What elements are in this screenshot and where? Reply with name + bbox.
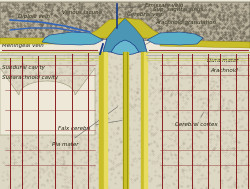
Polygon shape bbox=[103, 18, 147, 52]
Polygon shape bbox=[42, 32, 103, 45]
Polygon shape bbox=[147, 32, 203, 45]
Bar bbox=[123, 52, 128, 189]
Text: Sup. sagittal sinus: Sup. sagittal sinus bbox=[145, 7, 204, 30]
Text: Falx cerebri: Falx cerebri bbox=[58, 120, 122, 130]
Bar bbox=[141, 52, 146, 189]
Text: Arachnoid granulation: Arachnoid granulation bbox=[142, 20, 216, 47]
Polygon shape bbox=[160, 40, 250, 48]
Polygon shape bbox=[0, 68, 95, 135]
Bar bbox=[104, 52, 107, 189]
Text: Pia mater: Pia mater bbox=[52, 107, 118, 147]
Bar bbox=[144, 52, 147, 189]
Bar bbox=[99, 52, 104, 189]
Text: Venous lacuna: Venous lacuna bbox=[62, 10, 102, 35]
Text: Cerebral vein: Cerebral vein bbox=[103, 12, 164, 48]
Polygon shape bbox=[111, 40, 139, 55]
Text: Subdural cavity: Subdural cavity bbox=[2, 66, 45, 70]
Text: Cerebral cortex: Cerebral cortex bbox=[175, 112, 218, 128]
Polygon shape bbox=[0, 2, 250, 42]
Bar bbox=[0, 52, 250, 189]
Text: Dura mater: Dura mater bbox=[207, 57, 238, 63]
Text: Emissary vein: Emissary vein bbox=[120, 3, 184, 8]
Text: Diploic vein: Diploic vein bbox=[18, 14, 50, 26]
Polygon shape bbox=[83, 18, 125, 38]
Text: Meningeal vein: Meningeal vein bbox=[2, 43, 44, 47]
Polygon shape bbox=[0, 38, 95, 44]
Text: Subarachnoid cavity: Subarachnoid cavity bbox=[2, 74, 58, 80]
Text: Arachnoid: Arachnoid bbox=[210, 67, 238, 73]
Polygon shape bbox=[125, 18, 167, 38]
